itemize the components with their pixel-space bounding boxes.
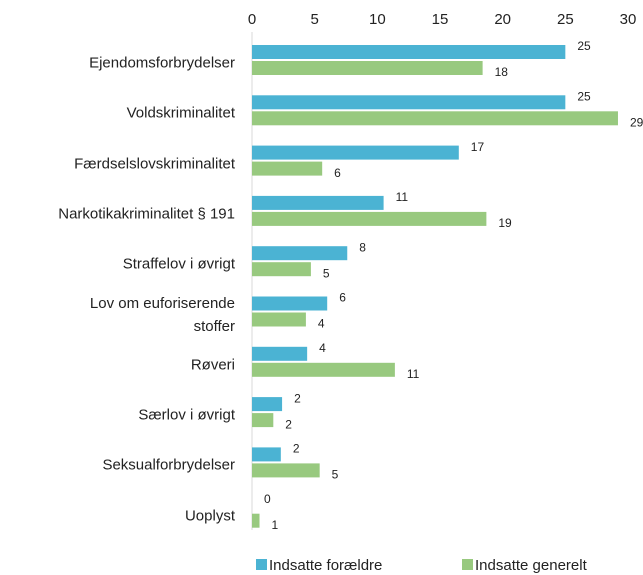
x-tick-label: 20 [494,11,511,28]
bar [252,463,320,478]
data-label: 6 [339,291,346,305]
category-label: Seksualforbrydelser [102,456,235,474]
category-label: Lov om euforiserende stoffer [89,294,235,335]
data-label: 8 [359,240,366,254]
legend-label: Indsatte forældre [269,557,382,574]
category-label: Uoplyst [184,507,235,525]
legend-label: Indsatte generelt [475,557,588,574]
data-label: 1 [272,518,279,532]
data-label: 29 [630,115,643,129]
category-label: Røveri [190,356,235,374]
data-label: 0 [264,492,271,506]
data-label: 5 [332,468,339,482]
x-tick-label: 25 [557,11,574,28]
bar [252,312,306,327]
bar [252,262,311,277]
bar [252,111,618,126]
data-label: 5 [323,266,330,280]
data-label: 2 [285,417,292,431]
data-label: 19 [498,216,512,230]
data-label: 18 [495,65,509,79]
bar [252,95,566,110]
bar [252,145,459,160]
x-tick-label: 15 [432,11,449,28]
bar [252,397,283,412]
data-label: 4 [318,317,325,331]
data-label: 25 [577,89,591,103]
data-label: 11 [407,367,420,381]
data-label: 11 [396,190,409,204]
bar [252,195,384,210]
data-label: 2 [293,442,300,456]
category-label: Narkotikakriminalitet § 191 [58,205,235,223]
legend-swatch [256,559,267,570]
data-label: 4 [319,341,326,355]
bar [252,211,487,226]
bar [252,246,348,261]
bar [252,346,308,361]
x-tick-label: 30 [620,11,637,28]
bar [252,161,323,176]
category-label: Ejendomsforbrydelser [89,54,235,72]
bar [252,296,328,311]
x-tick-label: 5 [310,11,318,28]
category-label: Straffelov i øvrigt [122,255,235,273]
data-label: 25 [577,39,591,53]
category-label: Voldskriminalitet [126,104,235,122]
bar [252,61,483,75]
bar [252,45,566,59]
category-label: Særlov i øvrigt [138,406,235,424]
x-tick-label: 10 [369,11,386,28]
bar [252,513,260,528]
data-label: 17 [471,140,485,154]
data-label: 6 [334,166,341,180]
category-label: Færdselslovskriminalitet [74,155,235,173]
data-label: 2 [294,391,301,405]
legend-swatch [462,559,473,570]
x-tick-label: 0 [248,11,256,28]
bar [252,447,281,462]
bar [252,413,274,428]
bar [252,362,395,377]
